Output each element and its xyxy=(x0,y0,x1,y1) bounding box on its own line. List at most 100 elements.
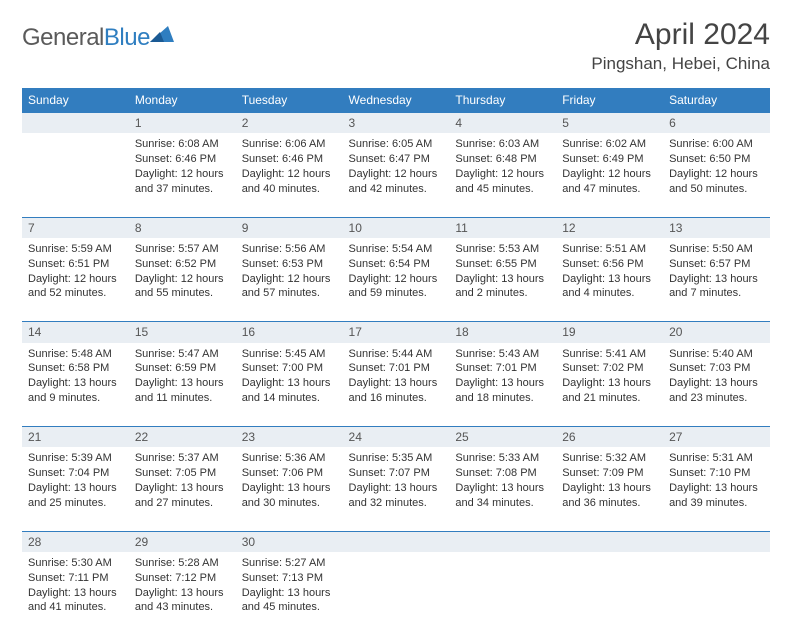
day-info-cell: Sunrise: 5:37 AMSunset: 7:05 PMDaylight:… xyxy=(129,447,236,531)
day-number-cell: 26 xyxy=(556,427,663,448)
day-info-cell: Sunrise: 6:06 AMSunset: 6:46 PMDaylight:… xyxy=(236,133,343,217)
day-info-line: and 23 minutes. xyxy=(669,391,764,406)
day-info-line: Sunset: 7:03 PM xyxy=(669,361,764,376)
day-info-line: Daylight: 13 hours xyxy=(242,586,337,601)
day-info-cell: Sunrise: 5:27 AMSunset: 7:13 PMDaylight:… xyxy=(236,552,343,636)
day-info-line: Sunset: 6:52 PM xyxy=(135,257,230,272)
day-number-cell xyxy=(556,531,663,552)
day-info-line: Sunset: 7:02 PM xyxy=(562,361,657,376)
day-info-line: Daylight: 13 hours xyxy=(349,376,444,391)
day-info-line: Daylight: 13 hours xyxy=(135,376,230,391)
day-info-line: Sunrise: 5:27 AM xyxy=(242,556,337,571)
day-info-cell: Sunrise: 5:45 AMSunset: 7:00 PMDaylight:… xyxy=(236,343,343,427)
day-info-cell: Sunrise: 6:08 AMSunset: 6:46 PMDaylight:… xyxy=(129,133,236,217)
day-info-row: Sunrise: 5:39 AMSunset: 7:04 PMDaylight:… xyxy=(22,447,770,531)
day-info-row: Sunrise: 5:59 AMSunset: 6:51 PMDaylight:… xyxy=(22,238,770,322)
day-info-line: and 43 minutes. xyxy=(135,600,230,615)
day-info-line: and 7 minutes. xyxy=(669,286,764,301)
day-info-line: Sunset: 7:00 PM xyxy=(242,361,337,376)
weekday-header-row: Sunday Monday Tuesday Wednesday Thursday… xyxy=(22,88,770,113)
day-number: 7 xyxy=(28,221,35,235)
day-info-line: Sunrise: 5:43 AM xyxy=(455,347,550,362)
weekday-fri: Friday xyxy=(556,88,663,113)
day-info-line: and 40 minutes. xyxy=(242,182,337,197)
day-info-line: Sunrise: 6:03 AM xyxy=(455,137,550,152)
day-info-cell: Sunrise: 5:30 AMSunset: 7:11 PMDaylight:… xyxy=(22,552,129,636)
day-info-line: and 47 minutes. xyxy=(562,182,657,197)
day-number-cell: 18 xyxy=(449,322,556,343)
day-info-cell xyxy=(449,552,556,636)
day-number-cell: 19 xyxy=(556,322,663,343)
day-info-line: Sunrise: 5:32 AM xyxy=(562,451,657,466)
day-info-line: Sunrise: 6:08 AM xyxy=(135,137,230,152)
day-info-cell: Sunrise: 5:40 AMSunset: 7:03 PMDaylight:… xyxy=(663,343,770,427)
logo-triangle-icon xyxy=(150,24,174,44)
day-info-line: and 34 minutes. xyxy=(455,496,550,511)
day-number: 22 xyxy=(135,430,148,444)
day-info-cell: Sunrise: 5:54 AMSunset: 6:54 PMDaylight:… xyxy=(343,238,450,322)
day-info-line: Sunrise: 5:59 AM xyxy=(28,242,123,257)
day-info-line: Sunset: 7:04 PM xyxy=(28,466,123,481)
day-number-cell: 16 xyxy=(236,322,343,343)
day-info-line: Daylight: 12 hours xyxy=(349,167,444,182)
day-info-cell: Sunrise: 5:41 AMSunset: 7:02 PMDaylight:… xyxy=(556,343,663,427)
day-number-cell: 6 xyxy=(663,113,770,134)
day-number-cell: 8 xyxy=(129,217,236,238)
day-info-line: and 57 minutes. xyxy=(242,286,337,301)
day-info-line: Sunset: 7:01 PM xyxy=(455,361,550,376)
day-info-line: and 9 minutes. xyxy=(28,391,123,406)
day-number-cell: 12 xyxy=(556,217,663,238)
day-info-cell: Sunrise: 5:33 AMSunset: 7:08 PMDaylight:… xyxy=(449,447,556,531)
day-info-line: Daylight: 13 hours xyxy=(135,481,230,496)
day-info-line: and 18 minutes. xyxy=(455,391,550,406)
day-info-line: Sunset: 6:58 PM xyxy=(28,361,123,376)
day-info-line: and 50 minutes. xyxy=(669,182,764,197)
day-info-line: Sunrise: 5:48 AM xyxy=(28,347,123,362)
day-info-line: Daylight: 12 hours xyxy=(242,167,337,182)
day-number-cell: 14 xyxy=(22,322,129,343)
day-info-line: Sunset: 7:12 PM xyxy=(135,571,230,586)
day-info-line: Daylight: 12 hours xyxy=(669,167,764,182)
day-info-line: and 59 minutes. xyxy=(349,286,444,301)
day-info-line: Sunrise: 5:45 AM xyxy=(242,347,337,362)
day-info-cell: Sunrise: 5:59 AMSunset: 6:51 PMDaylight:… xyxy=(22,238,129,322)
day-number-cell: 21 xyxy=(22,427,129,448)
day-info-line: Sunrise: 5:36 AM xyxy=(242,451,337,466)
day-info-line: and 27 minutes. xyxy=(135,496,230,511)
logo-text-2: Blue xyxy=(104,24,150,51)
day-number-cell: 22 xyxy=(129,427,236,448)
day-info-line: and 36 minutes. xyxy=(562,496,657,511)
day-info-cell: Sunrise: 6:00 AMSunset: 6:50 PMDaylight:… xyxy=(663,133,770,217)
day-info-line: Sunrise: 5:33 AM xyxy=(455,451,550,466)
day-info-cell xyxy=(343,552,450,636)
day-info-line: Sunset: 6:53 PM xyxy=(242,257,337,272)
title-area: April 2024 Pingshan, Hebei, China xyxy=(591,18,770,74)
day-info-line: Sunrise: 5:44 AM xyxy=(349,347,444,362)
day-number-cell: 5 xyxy=(556,113,663,134)
day-info-line: Sunrise: 5:54 AM xyxy=(349,242,444,257)
day-info-cell: Sunrise: 5:44 AMSunset: 7:01 PMDaylight:… xyxy=(343,343,450,427)
day-number: 25 xyxy=(455,430,468,444)
day-number-row: 78910111213 xyxy=(22,217,770,238)
day-info-cell: Sunrise: 5:43 AMSunset: 7:01 PMDaylight:… xyxy=(449,343,556,427)
day-number: 24 xyxy=(349,430,362,444)
day-number: 8 xyxy=(135,221,142,235)
calendar-body: 123456Sunrise: 6:08 AMSunset: 6:46 PMDay… xyxy=(22,113,770,636)
day-number: 17 xyxy=(349,325,362,339)
day-number-cell: 9 xyxy=(236,217,343,238)
day-info-line: Sunrise: 5:31 AM xyxy=(669,451,764,466)
day-info-line: Daylight: 13 hours xyxy=(669,376,764,391)
day-number-cell: 3 xyxy=(343,113,450,134)
day-info-line: Daylight: 13 hours xyxy=(28,586,123,601)
day-number: 26 xyxy=(562,430,575,444)
day-info-line: Sunrise: 5:41 AM xyxy=(562,347,657,362)
day-info-line: and 55 minutes. xyxy=(135,286,230,301)
day-info-cell: Sunrise: 5:39 AMSunset: 7:04 PMDaylight:… xyxy=(22,447,129,531)
day-info-line: Sunset: 7:11 PM xyxy=(28,571,123,586)
day-info-line: and 39 minutes. xyxy=(669,496,764,511)
day-info-cell: Sunrise: 5:31 AMSunset: 7:10 PMDaylight:… xyxy=(663,447,770,531)
day-info-line: and 4 minutes. xyxy=(562,286,657,301)
day-info-line: Sunrise: 5:40 AM xyxy=(669,347,764,362)
day-number-row: 123456 xyxy=(22,113,770,134)
day-info-line: Daylight: 12 hours xyxy=(135,167,230,182)
